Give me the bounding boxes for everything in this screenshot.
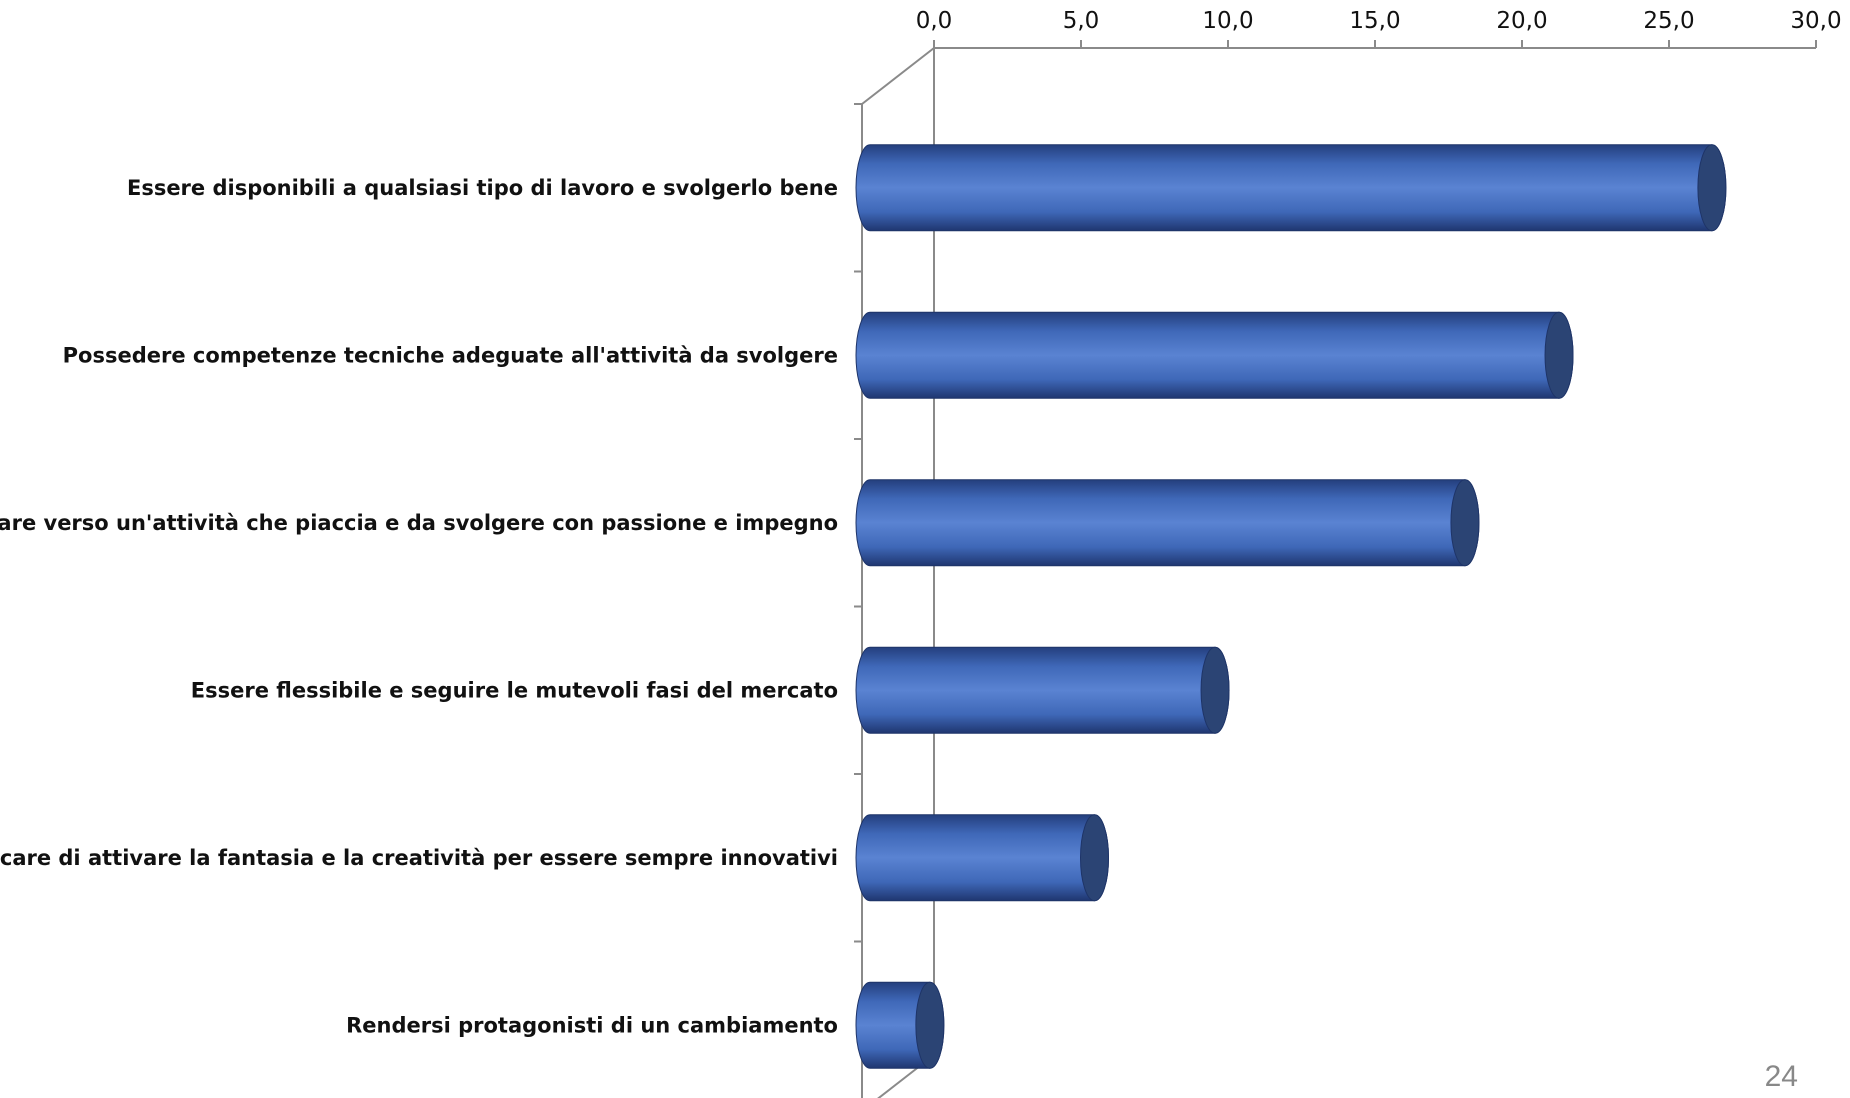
x-tick-label: 30,0 bbox=[1790, 8, 1841, 34]
bar bbox=[855, 479, 1480, 567]
bar-cap bbox=[1450, 479, 1480, 567]
category-label: Possedere competenze tecniche adeguate a… bbox=[63, 343, 838, 367]
bar-body bbox=[855, 144, 1727, 232]
page-number: 24 bbox=[1764, 1060, 1798, 1093]
bar-cap bbox=[1697, 144, 1727, 232]
x-tick-label: 10,0 bbox=[1202, 8, 1253, 34]
x-tick-label: 0,0 bbox=[916, 8, 953, 34]
bar-cap bbox=[1544, 311, 1574, 399]
category-labels: Essere disponibili a qualsiasi tipo di l… bbox=[0, 176, 838, 1038]
x-tick-label: 15,0 bbox=[1349, 8, 1400, 34]
category-label: Cercare di attivare la fantasia e la cre… bbox=[0, 846, 838, 870]
bars bbox=[855, 144, 1727, 1069]
x-tick-label: 5,0 bbox=[1063, 8, 1100, 34]
bar bbox=[855, 311, 1574, 399]
x-axis-ticks: 0,0 5,0 10,0 15,0 20,0 25,0 30,0 bbox=[916, 8, 1842, 48]
category-label: Rendersi protagonisti di un cambiamento bbox=[346, 1013, 838, 1037]
x-tick-label: 25,0 bbox=[1643, 8, 1694, 34]
category-label: Puntare verso un'attività che piaccia e … bbox=[0, 511, 838, 535]
category-label: Essere disponibili a qualsiasi tipo di l… bbox=[127, 176, 838, 200]
bar bbox=[855, 646, 1230, 734]
bar-body bbox=[855, 814, 1109, 902]
bar-cap bbox=[1200, 646, 1230, 734]
depth-line-top bbox=[861, 47, 935, 105]
bar-body bbox=[855, 311, 1574, 399]
bar bbox=[855, 144, 1727, 232]
bar bbox=[855, 981, 945, 1069]
bar-body bbox=[855, 646, 1230, 734]
category-label: Essere flessibile e seguire le mutevoli … bbox=[191, 678, 838, 702]
bar bbox=[855, 814, 1109, 902]
x-tick-label: 20,0 bbox=[1496, 8, 1547, 34]
bar-body bbox=[855, 479, 1480, 567]
bar-cap bbox=[1080, 814, 1109, 902]
bar-cap bbox=[915, 981, 945, 1069]
